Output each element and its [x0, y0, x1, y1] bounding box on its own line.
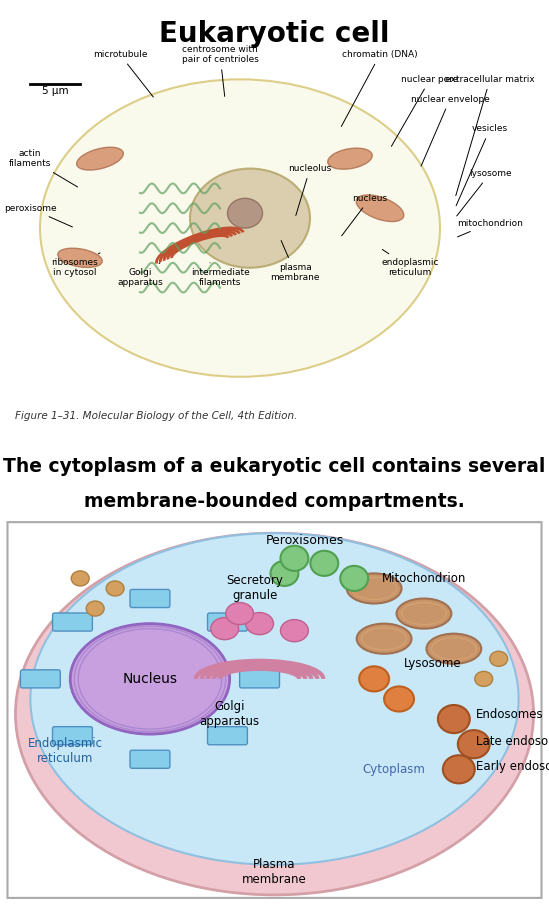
Text: membrane-bounded compartments.: membrane-bounded compartments.: [84, 492, 465, 511]
Ellipse shape: [357, 624, 412, 654]
Ellipse shape: [310, 551, 338, 576]
Ellipse shape: [396, 598, 451, 629]
Ellipse shape: [281, 545, 309, 571]
Text: extracellular matrix: extracellular matrix: [445, 75, 535, 195]
FancyBboxPatch shape: [20, 670, 60, 688]
Ellipse shape: [438, 705, 470, 734]
Text: Mitochondrion: Mitochondrion: [382, 572, 466, 584]
Text: Figure 1–31. Molecular Biology of the Cell, 4th Edition.: Figure 1–31. Molecular Biology of the Ce…: [15, 412, 298, 422]
Text: mitochondrion: mitochondrion: [457, 219, 523, 237]
FancyBboxPatch shape: [130, 750, 170, 768]
Text: intermediate
filaments: intermediate filaments: [191, 263, 249, 287]
Text: Plasma
membrane: Plasma membrane: [242, 858, 307, 885]
Text: Golgi
apparatus: Golgi apparatus: [200, 700, 260, 728]
Text: Late endosome: Late endosome: [476, 734, 549, 748]
Ellipse shape: [40, 79, 440, 377]
Ellipse shape: [106, 581, 124, 596]
Text: actin
filaments: actin filaments: [9, 149, 77, 187]
Ellipse shape: [475, 672, 492, 686]
Ellipse shape: [347, 574, 401, 604]
Ellipse shape: [30, 534, 519, 864]
Text: ribosomes
in cytosol: ribosomes in cytosol: [52, 253, 100, 277]
Text: endoplasmic
reticulum: endoplasmic reticulum: [381, 249, 439, 277]
FancyBboxPatch shape: [239, 670, 279, 688]
Text: The cytoplasm of a eukaryotic cell contains several: The cytoplasm of a eukaryotic cell conta…: [3, 457, 546, 476]
Ellipse shape: [71, 571, 89, 586]
Ellipse shape: [190, 168, 310, 268]
Text: 5 μm: 5 μm: [42, 86, 68, 96]
Ellipse shape: [227, 198, 262, 228]
Text: Early endosome: Early endosome: [476, 760, 549, 773]
FancyBboxPatch shape: [208, 613, 248, 631]
Text: nuclear envelope: nuclear envelope: [411, 95, 489, 166]
Text: Golgi
apparatus: Golgi apparatus: [117, 263, 163, 287]
Text: nuclear pore: nuclear pore: [391, 75, 458, 146]
Text: lysosome: lysosome: [457, 169, 511, 216]
Ellipse shape: [340, 565, 368, 591]
Text: chromatin (DNA): chromatin (DNA): [341, 50, 418, 126]
Text: Lysosome: Lysosome: [404, 657, 462, 670]
FancyBboxPatch shape: [130, 589, 170, 607]
Ellipse shape: [384, 686, 414, 712]
Ellipse shape: [458, 730, 490, 758]
Ellipse shape: [281, 620, 309, 642]
Ellipse shape: [15, 534, 534, 894]
Text: nucleus: nucleus: [341, 194, 388, 235]
Ellipse shape: [359, 666, 389, 692]
Ellipse shape: [490, 651, 508, 666]
Ellipse shape: [86, 601, 104, 616]
Text: Peroxisomes: Peroxisomes: [265, 534, 344, 546]
Ellipse shape: [443, 755, 475, 784]
Text: vesicles: vesicles: [456, 125, 508, 205]
Text: microtubule: microtubule: [93, 50, 153, 97]
Text: plasma
membrane: plasma membrane: [270, 241, 320, 283]
Ellipse shape: [70, 624, 229, 734]
FancyBboxPatch shape: [53, 613, 92, 631]
Ellipse shape: [328, 148, 372, 169]
FancyBboxPatch shape: [53, 726, 92, 744]
Text: Nucleus: Nucleus: [122, 672, 177, 686]
Ellipse shape: [211, 617, 239, 640]
FancyBboxPatch shape: [208, 726, 248, 744]
Ellipse shape: [226, 603, 254, 624]
Text: Eukaryotic cell: Eukaryotic cell: [159, 20, 389, 48]
Ellipse shape: [77, 147, 124, 170]
Text: nucleolus: nucleolus: [288, 165, 332, 215]
Ellipse shape: [58, 248, 102, 267]
Ellipse shape: [271, 561, 299, 586]
Ellipse shape: [245, 613, 273, 634]
Ellipse shape: [427, 634, 481, 664]
Text: Endoplasmic
reticulum: Endoplasmic reticulum: [28, 737, 103, 765]
Text: centrosome with
pair of centrioles: centrosome with pair of centrioles: [182, 45, 259, 96]
Text: peroxisome: peroxisome: [4, 204, 72, 227]
Text: Endosomes: Endosomes: [476, 707, 544, 721]
Text: Secretory
granule: Secretory granule: [226, 574, 283, 603]
Text: Cytoplasm: Cytoplasm: [363, 763, 425, 775]
Ellipse shape: [356, 195, 404, 222]
